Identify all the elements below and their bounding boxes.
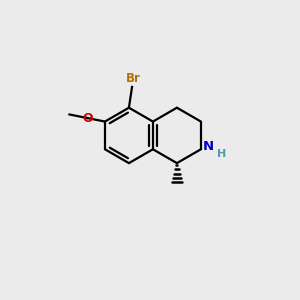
Text: N: N [203,140,214,153]
Text: H: H [217,148,226,159]
Text: Br: Br [126,73,141,85]
Text: O: O [82,112,92,124]
